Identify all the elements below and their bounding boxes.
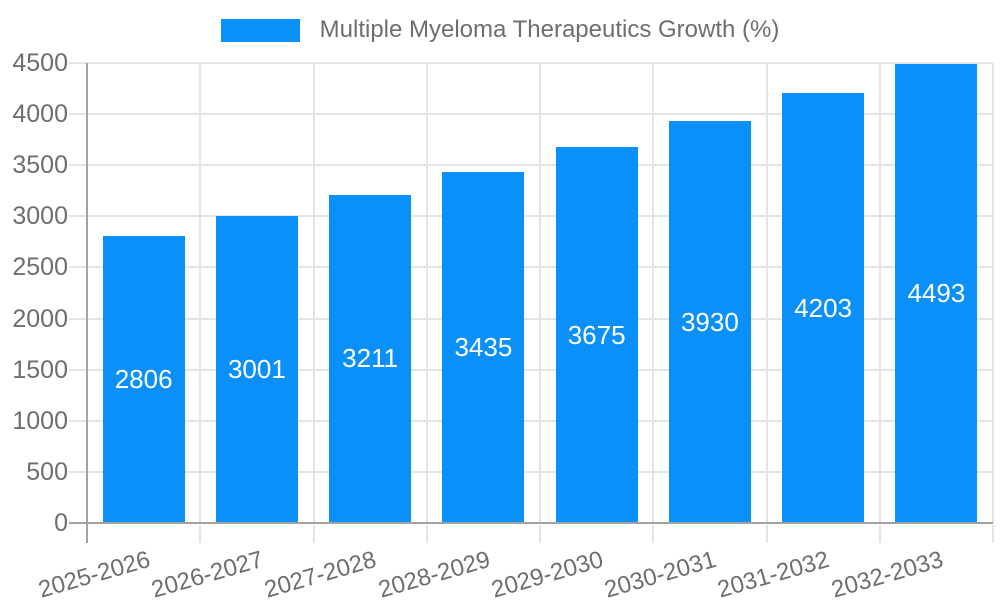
x-tick [199, 525, 202, 543]
y-tick-label: 0 [54, 509, 68, 537]
x-tick-label: 2028-2029 [375, 546, 493, 600]
y-tick [69, 266, 87, 269]
bar-value-label: 4493 [907, 277, 966, 308]
x-tick-label: 2032-2033 [828, 546, 946, 600]
y-tick-label: 3000 [12, 202, 68, 231]
y-tick-label: 1000 [12, 406, 68, 435]
y-tick-label: 2000 [12, 304, 68, 333]
x-tick [765, 525, 768, 543]
v-gridline [652, 63, 655, 523]
bar[interactable] [215, 216, 298, 522]
x-axis-line [69, 522, 993, 524]
y-tick-label: 4000 [12, 100, 68, 129]
bar[interactable] [782, 93, 865, 522]
bar-value-label: 3211 [342, 343, 399, 374]
chart-legend[interactable]: Multiple Myeloma Therapeutics Growth (%) [0, 16, 1000, 44]
v-gridline [425, 63, 428, 523]
v-gridline [312, 63, 315, 523]
bar-value-label: 4203 [794, 292, 853, 323]
y-tick [69, 419, 87, 422]
bar-value-label: 3930 [680, 306, 739, 337]
x-tick-label: 2031-2032 [714, 546, 833, 600]
bar-value-label: 2806 [114, 364, 173, 395]
v-gridline [878, 63, 881, 523]
x-tick [992, 525, 994, 543]
bar[interactable] [668, 121, 751, 522]
bar[interactable] [442, 171, 525, 522]
x-tick [539, 525, 541, 543]
bar-value-label: 3675 [567, 319, 626, 350]
bar[interactable] [555, 147, 638, 522]
bar-value-label: 3001 [227, 354, 286, 385]
y-tick [69, 368, 87, 371]
y-tick [69, 215, 87, 218]
y-tick [69, 470, 87, 473]
y-tick-label: 1500 [12, 355, 68, 384]
y-tick-label: 4500 [12, 49, 68, 77]
x-tick-label: 2030-2031 [601, 546, 720, 600]
y-tick-label: 2500 [12, 253, 68, 282]
x-tick [312, 525, 315, 543]
v-gridline [199, 63, 202, 523]
x-tick-label: 2026-2027 [148, 546, 267, 600]
v-gridline [992, 63, 994, 523]
x-tick [425, 525, 428, 543]
v-gridline [765, 63, 768, 523]
y-tick-label: 500 [26, 457, 68, 486]
legend-swatch-icon [220, 18, 300, 42]
legend-label: Multiple Myeloma Therapeutics Growth (%) [319, 16, 780, 43]
x-tick-label: 2027-2028 [261, 546, 380, 600]
bar-value-label: 3435 [454, 331, 513, 362]
v-gridline [539, 63, 541, 523]
x-tick [652, 525, 655, 543]
y-tick [69, 113, 87, 116]
y-axis-line [86, 63, 88, 543]
x-tick-label: 2029-2030 [488, 546, 607, 600]
y-tick-label: 3500 [12, 151, 68, 180]
bar[interactable] [329, 194, 412, 522]
bar[interactable] [102, 236, 185, 522]
x-tick-label: 2025-2026 [35, 546, 154, 600]
x-tick [878, 525, 881, 543]
y-tick [69, 317, 87, 320]
y-tick [69, 164, 87, 167]
bar[interactable] [895, 63, 978, 522]
y-tick [69, 62, 87, 64]
